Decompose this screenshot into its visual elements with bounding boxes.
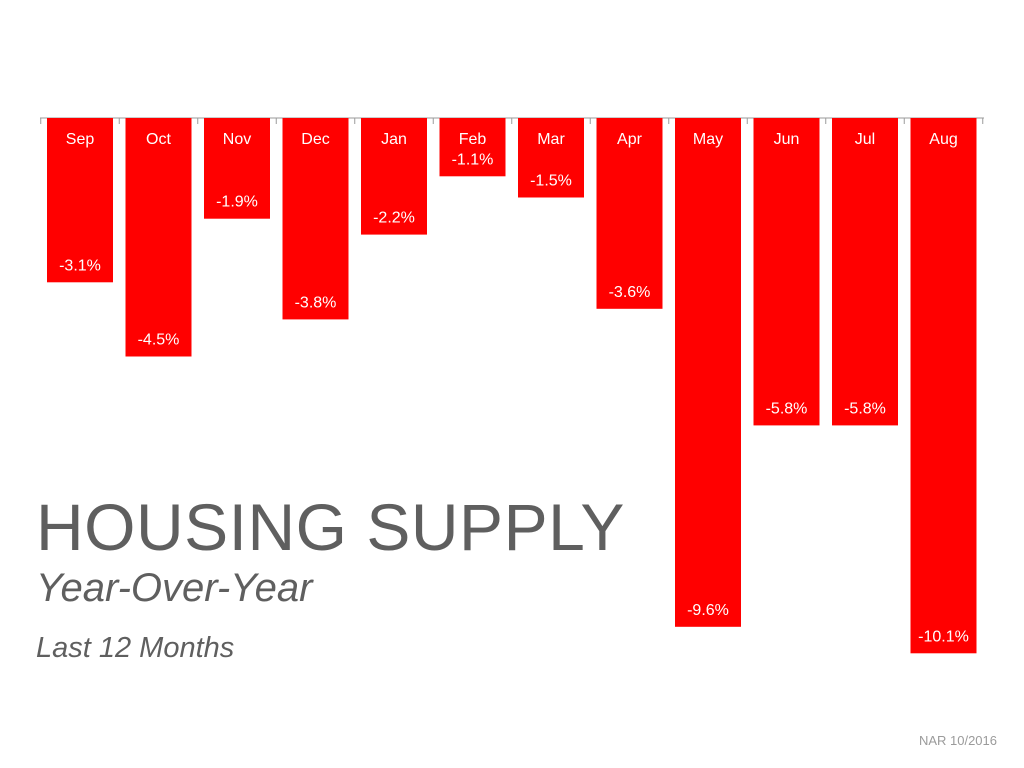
bar-jan [361,118,427,235]
bar-oct [125,118,192,357]
bar-apr [596,118,663,309]
chart-subtitle: Year-Over-Year [36,566,313,610]
category-label-mar: Mar [537,131,565,148]
value-label-jan: -2.2% [373,210,415,227]
bar-jun [753,118,820,426]
value-label-mar: -1.5% [530,173,572,190]
category-label-aug: Aug [929,131,957,148]
title-block: HOUSING SUPPLY Year-Over-Year Last 12 Mo… [36,490,625,666]
value-label-aug: -10.1% [918,628,969,645]
chart-period-label: Last 12 Months [36,632,235,664]
value-label-feb: -1.1% [452,151,494,168]
category-label-jan: Jan [381,131,407,148]
value-label-sep: -3.1% [59,257,101,274]
bar-nov [204,118,270,219]
bar-may [675,118,741,627]
category-label-dec: Dec [301,131,329,148]
category-label-apr: Apr [617,131,643,148]
source-note: NAR 10/2016 [918,733,997,748]
bar-sep [47,118,113,283]
category-label-jul: Jul [855,131,875,148]
bar-aug [910,118,977,654]
value-label-apr: -3.6% [609,284,651,301]
bar-jul [832,118,898,426]
bars [47,118,977,654]
category-label-feb: Feb [459,131,487,148]
bar-dec [282,118,349,320]
chart-title: HOUSING SUPPLY [36,490,625,564]
category-label-nov: Nov [223,131,251,148]
value-label-nov: -1.9% [216,194,258,211]
x-axis [40,117,984,124]
category-label-sep: Sep [66,131,95,148]
labels: Sep -3.1% Oct -4.5% Nov -1.9% Dec -3.8% Jan -2.2%… [59,131,969,645]
value-label-jul: -5.8% [844,400,886,417]
bar-feb [439,118,506,177]
value-label-oct: -4.5% [138,332,180,349]
value-label-jun: -5.8% [766,400,808,417]
category-label-may: May [693,131,723,148]
category-label-oct: Oct [146,131,171,148]
bar-mar [518,118,584,198]
category-label-jun: Jun [774,131,800,148]
value-label-may: -9.6% [687,602,729,619]
value-label-dec: -3.8% [295,294,337,311]
